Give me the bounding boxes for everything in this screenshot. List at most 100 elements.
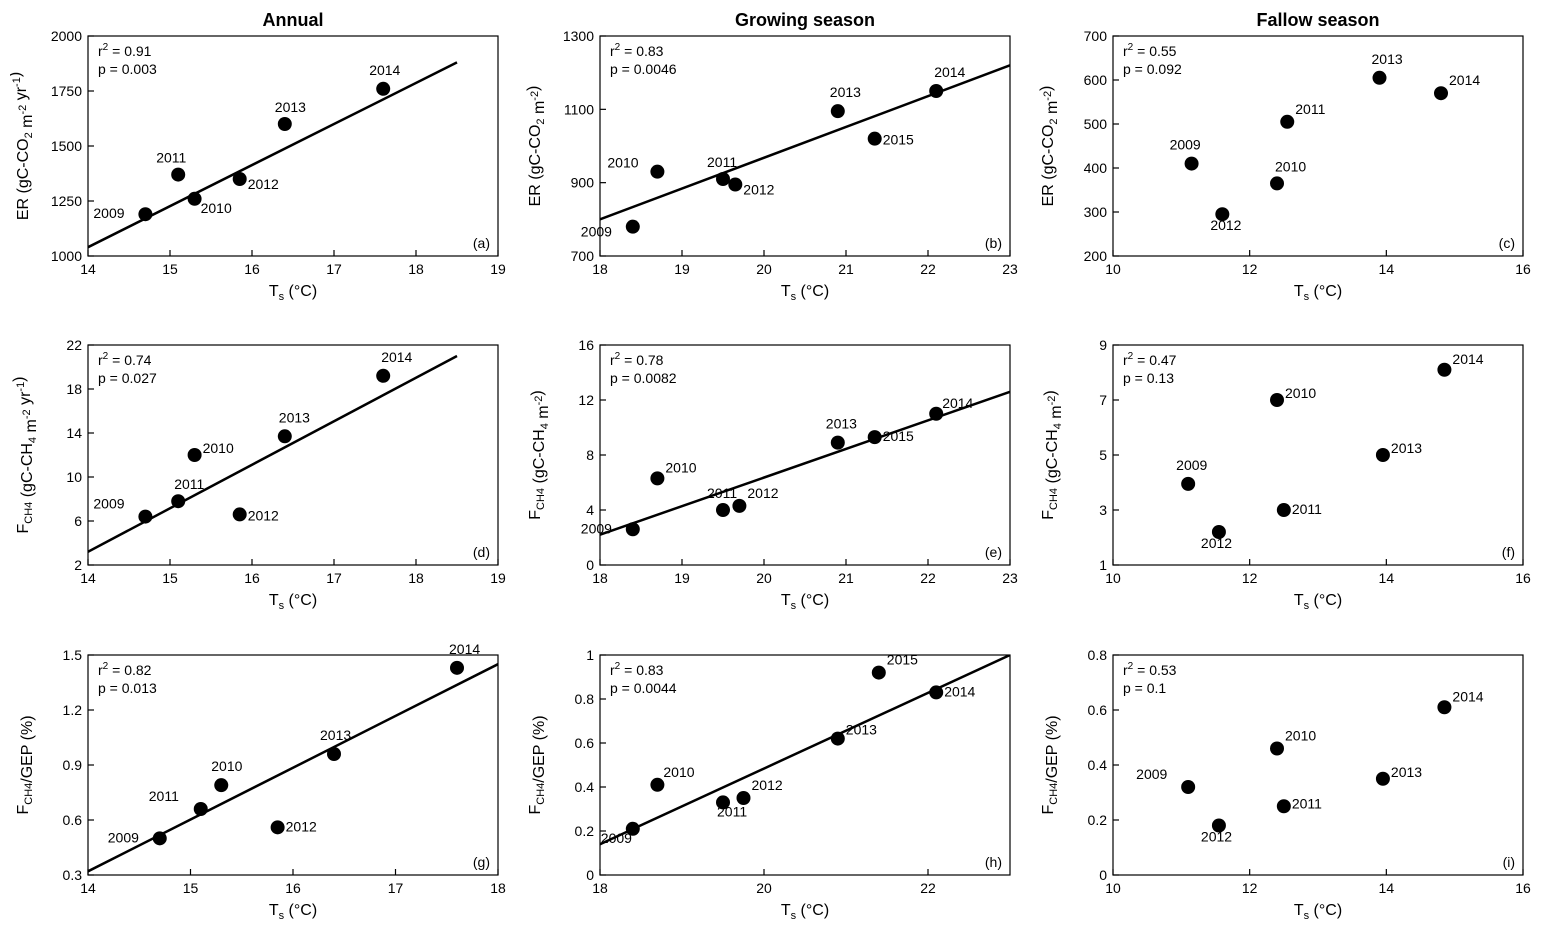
svg-text:20: 20 — [757, 880, 773, 896]
svg-text:0.9: 0.9 — [63, 757, 83, 773]
svg-text:2013: 2013 — [1391, 763, 1422, 779]
svg-text:2010: 2010 — [664, 763, 695, 779]
svg-text:2013: 2013 — [320, 727, 351, 743]
svg-text:r2 = 0.55p = 0.092: r2 = 0.55p = 0.092 — [1123, 42, 1182, 77]
svg-text:(i): (i) — [1502, 854, 1514, 870]
svg-text:2011: 2011 — [174, 477, 204, 493]
svg-text:2009: 2009 — [581, 521, 612, 537]
svg-text:(b): (b) — [985, 235, 1002, 251]
svg-text:r2 = 0.83p = 0.0044: r2 = 0.83p = 0.0044 — [610, 661, 677, 696]
svg-text:2010: 2010 — [1275, 158, 1306, 174]
svg-text:2014: 2014 — [1449, 72, 1480, 88]
svg-text:2009: 2009 — [1136, 766, 1167, 782]
svg-text:2014: 2014 — [1452, 351, 1483, 367]
svg-text:2012: 2012 — [748, 485, 779, 501]
svg-text:Ts (°C): Ts (°C) — [781, 592, 829, 612]
svg-text:2013: 2013 — [826, 416, 857, 432]
panel-a: 14151617181910001250150017502000Ts (°C)E… — [10, 10, 510, 311]
svg-text:Ts (°C): Ts (°C) — [1293, 283, 1341, 303]
svg-text:2011: 2011 — [707, 154, 737, 170]
svg-text:21: 21 — [839, 261, 855, 277]
svg-text:15: 15 — [162, 261, 178, 277]
svg-text:2010: 2010 — [201, 200, 232, 216]
svg-text:14: 14 — [66, 425, 82, 441]
svg-text:19: 19 — [675, 570, 691, 586]
svg-text:r2 = 0.82p = 0.013: r2 = 0.82p = 0.013 — [98, 661, 157, 696]
svg-text:0.4: 0.4 — [1087, 757, 1107, 773]
svg-text:1: 1 — [1099, 557, 1107, 573]
svg-text:18: 18 — [593, 880, 609, 896]
svg-text:r2 = 0.83p = 0.0046: r2 = 0.83p = 0.0046 — [610, 42, 677, 77]
svg-text:Growing season: Growing season — [735, 10, 875, 30]
svg-text:16: 16 — [1515, 570, 1531, 586]
svg-text:(d): (d) — [473, 544, 490, 560]
svg-text:12: 12 — [579, 392, 595, 408]
svg-text:0.8: 0.8 — [1087, 647, 1107, 663]
svg-text:16: 16 — [579, 337, 595, 353]
svg-text:19: 19 — [490, 261, 506, 277]
svg-text:2012: 2012 — [744, 182, 775, 198]
svg-text:700: 700 — [1083, 28, 1107, 44]
svg-text:1300: 1300 — [563, 28, 594, 44]
svg-text:r2 = 0.91p = 0.003: r2 = 0.91p = 0.003 — [98, 42, 157, 77]
svg-text:0.6: 0.6 — [63, 812, 83, 828]
svg-text:Ts (°C): Ts (°C) — [269, 902, 317, 922]
svg-text:3: 3 — [1099, 502, 1107, 518]
svg-text:22: 22 — [921, 570, 937, 586]
svg-text:2015: 2015 — [883, 428, 914, 444]
svg-text:17: 17 — [326, 261, 342, 277]
svg-text:2015: 2015 — [883, 132, 914, 148]
svg-text:1000: 1000 — [51, 248, 82, 264]
svg-text:(h): (h) — [985, 854, 1002, 870]
svg-text:2014: 2014 — [369, 62, 400, 78]
svg-text:23: 23 — [1003, 570, 1019, 586]
svg-text:1750: 1750 — [51, 83, 82, 99]
svg-text:2009: 2009 — [1169, 137, 1200, 153]
svg-text:2013: 2013 — [846, 721, 877, 737]
svg-text:2010: 2010 — [203, 440, 234, 456]
svg-text:0.2: 0.2 — [575, 823, 595, 839]
svg-text:Fallow season: Fallow season — [1256, 10, 1379, 30]
svg-text:16: 16 — [285, 880, 301, 896]
svg-text:20: 20 — [757, 570, 773, 586]
svg-text:22: 22 — [921, 261, 937, 277]
svg-text:22: 22 — [921, 880, 937, 896]
svg-text:18: 18 — [593, 570, 609, 586]
svg-text:12: 12 — [1242, 880, 1258, 896]
svg-text:7: 7 — [1099, 392, 1107, 408]
svg-text:0: 0 — [587, 557, 595, 573]
svg-text:15: 15 — [162, 570, 178, 586]
svg-text:18: 18 — [408, 261, 424, 277]
svg-text:2011: 2011 — [1291, 795, 1321, 811]
svg-text:300: 300 — [1083, 204, 1107, 220]
svg-text:2009: 2009 — [108, 829, 139, 845]
svg-text:FCH4 (gC-CH4 m-2): FCH4 (gC-CH4 m-2) — [527, 391, 552, 520]
svg-text:2009: 2009 — [581, 224, 612, 240]
svg-text:22: 22 — [66, 337, 82, 353]
svg-text:9: 9 — [1099, 337, 1107, 353]
svg-text:500: 500 — [1083, 116, 1107, 132]
svg-text:16: 16 — [244, 261, 260, 277]
svg-text:2013: 2013 — [279, 410, 310, 426]
svg-text:16: 16 — [1515, 261, 1531, 277]
svg-text:2013: 2013 — [275, 99, 306, 115]
svg-text:700: 700 — [571, 248, 595, 264]
panel-i: 1012141600.20.40.60.8Ts (°C)FCH4/GEP (%)… — [1035, 629, 1535, 930]
svg-text:0: 0 — [1099, 867, 1107, 883]
svg-text:2009: 2009 — [93, 205, 124, 221]
svg-text:2011: 2011 — [707, 485, 737, 501]
svg-text:2012: 2012 — [1201, 828, 1232, 844]
svg-text:2010: 2010 — [666, 460, 697, 476]
svg-text:2010: 2010 — [1285, 385, 1316, 401]
svg-text:18: 18 — [66, 381, 82, 397]
svg-text:14: 14 — [1378, 880, 1394, 896]
svg-text:2009: 2009 — [1176, 457, 1207, 473]
svg-text:21: 21 — [839, 570, 855, 586]
svg-text:Ts (°C): Ts (°C) — [781, 902, 829, 922]
svg-text:Ts (°C): Ts (°C) — [269, 592, 317, 612]
svg-text:2000: 2000 — [51, 28, 82, 44]
svg-text:2014: 2014 — [943, 395, 974, 411]
svg-text:18: 18 — [593, 261, 609, 277]
chart-grid: 14151617181910001250150017502000Ts (°C)E… — [10, 10, 1535, 930]
svg-text:1.5: 1.5 — [63, 647, 83, 663]
